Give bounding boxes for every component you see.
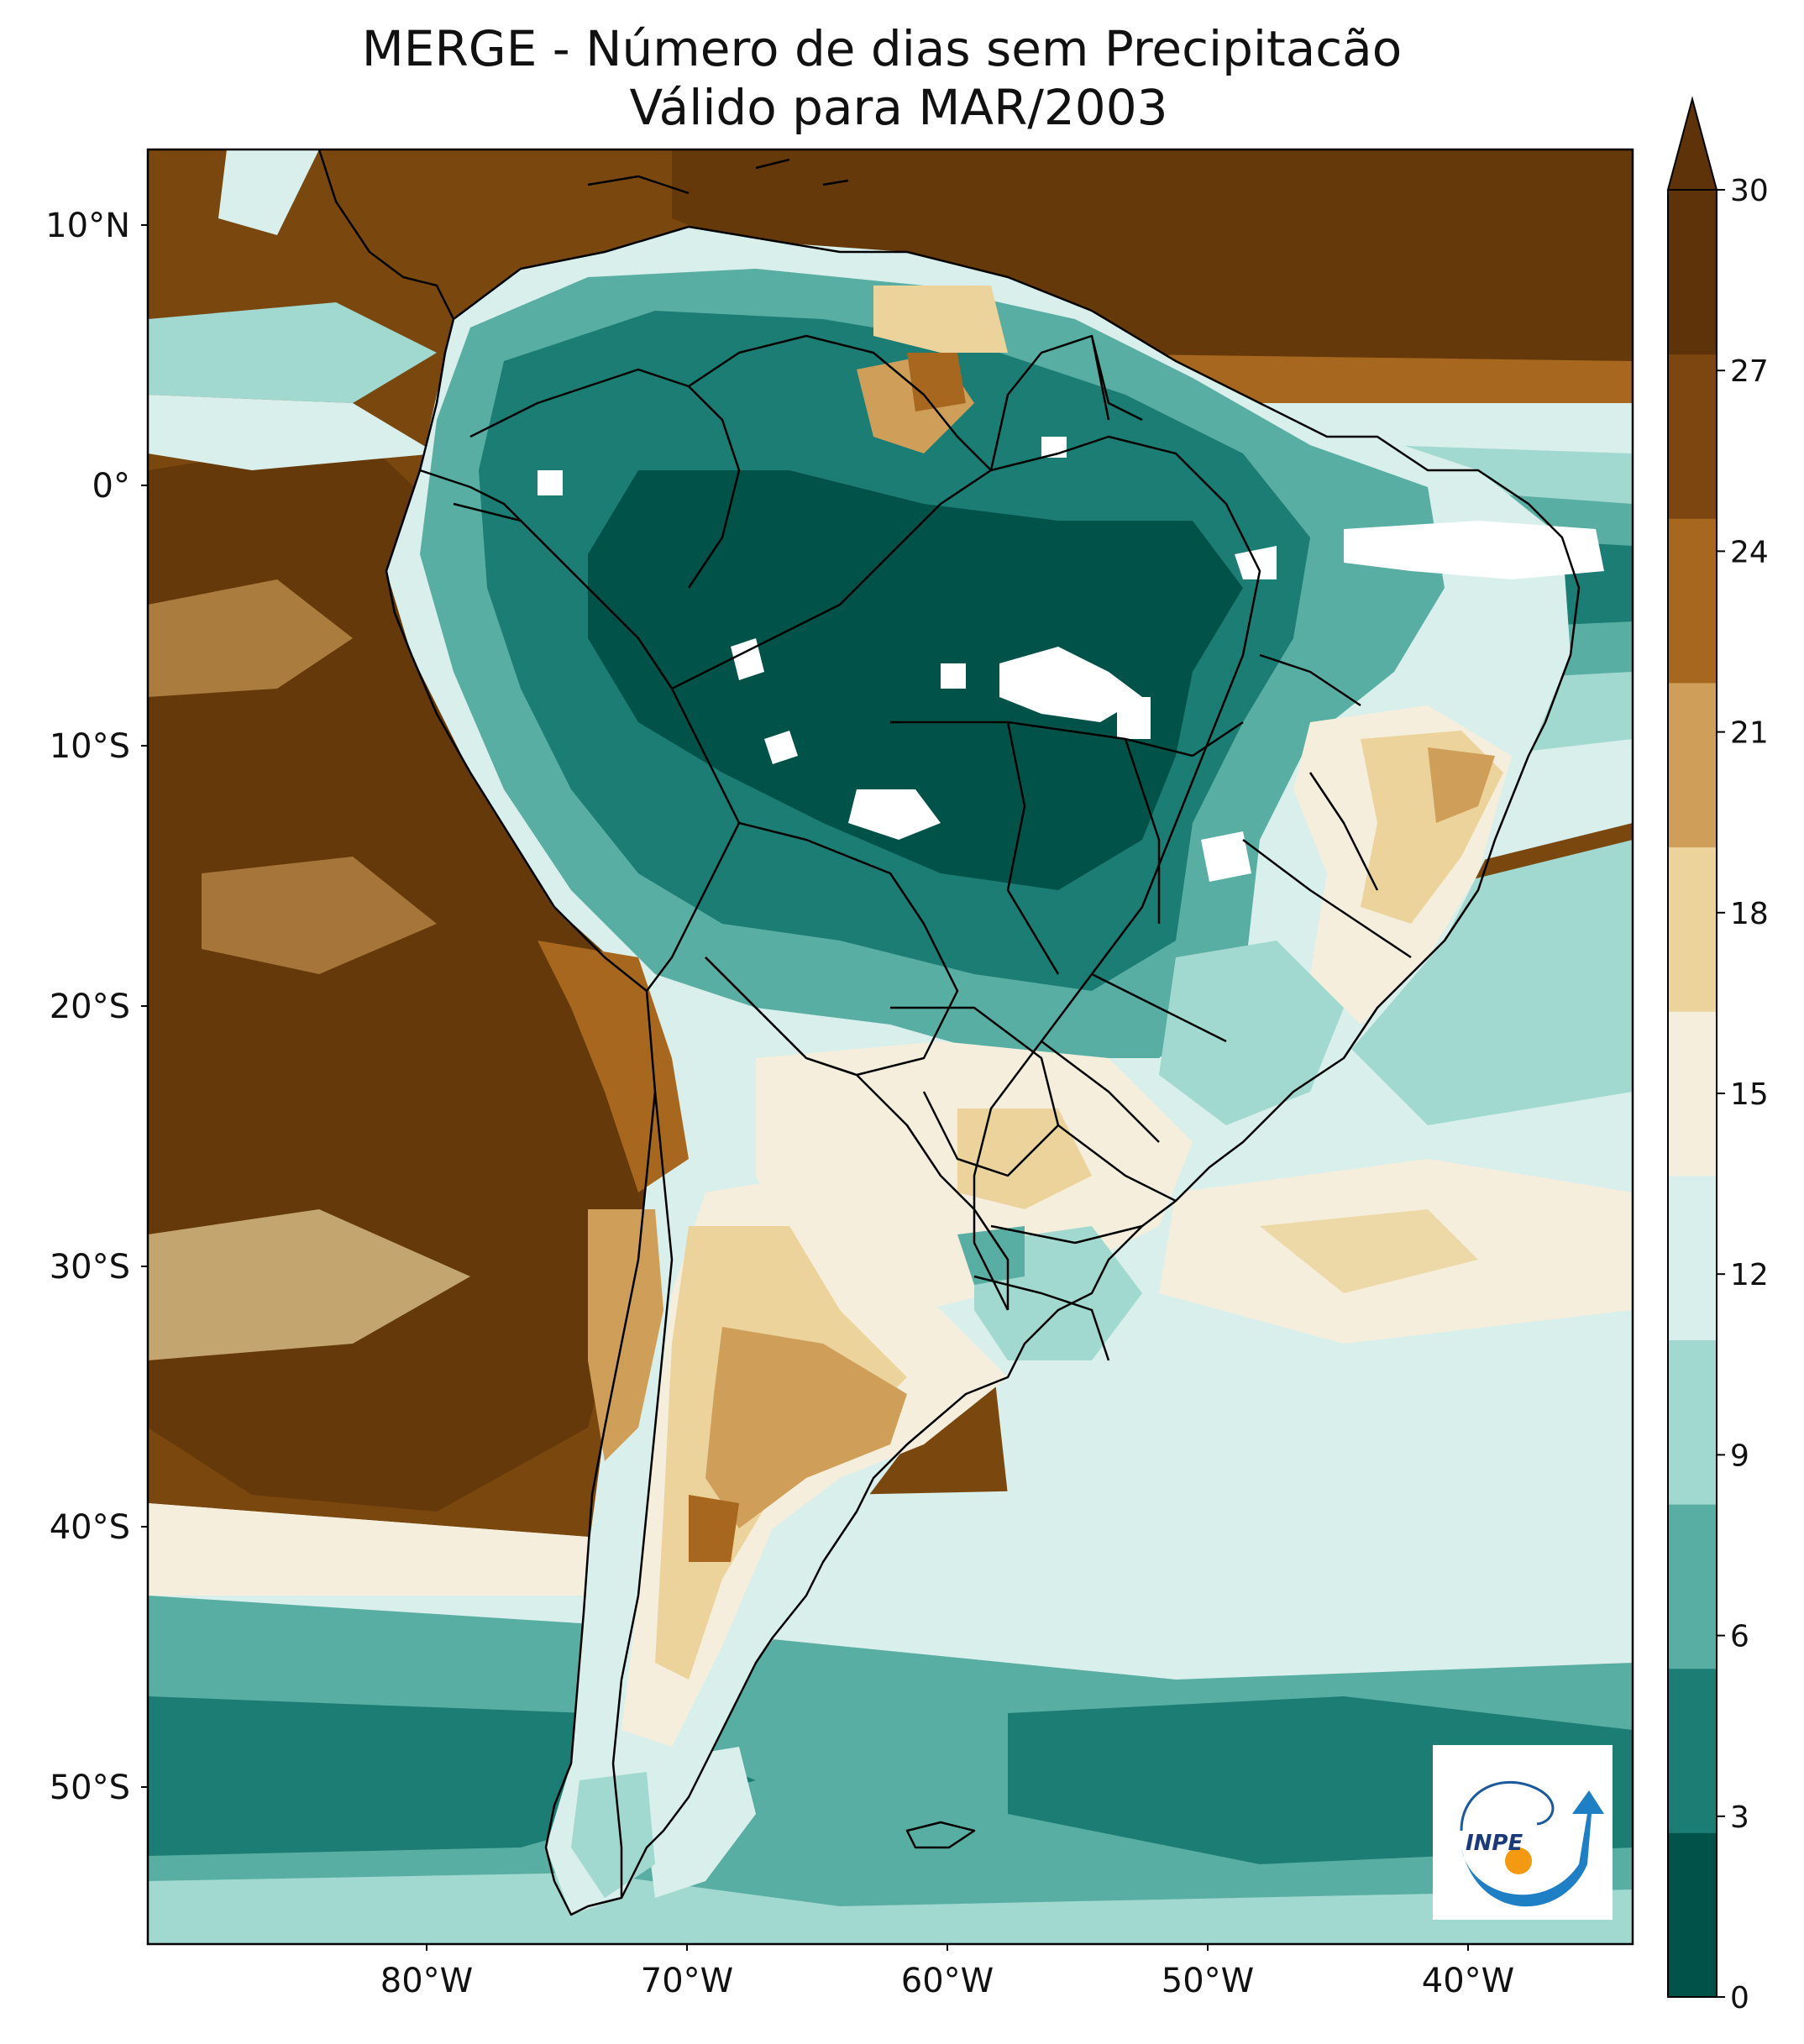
venezuela-brown xyxy=(907,353,966,411)
no-data-patch xyxy=(1117,697,1151,739)
no-data-patch xyxy=(999,647,1142,722)
argentina-dark-patch xyxy=(689,1495,739,1562)
falkland-islands xyxy=(905,1821,976,1849)
venezuela-border xyxy=(688,334,992,471)
venezuela-tan xyxy=(873,286,1008,353)
pacific-itcz-streak xyxy=(148,302,437,403)
colorbar-segment xyxy=(1668,846,1717,1012)
country-borders xyxy=(317,149,1581,1916)
colorbar-tick-label: 24 xyxy=(1730,535,1769,569)
no-data-patch xyxy=(764,731,798,764)
lat-label: 10°S xyxy=(50,727,130,766)
speckle-texture xyxy=(148,149,1633,1944)
colorbar-segment xyxy=(1668,1011,1717,1177)
colorbar-tick-label: 30 xyxy=(1730,174,1769,208)
pacific-streak-1 xyxy=(148,579,353,697)
colorbar-segment xyxy=(1668,190,1717,355)
no-data-patches xyxy=(538,437,1604,882)
longitude-axis: 80°W 70°W 60°W 50°W 40°W xyxy=(380,1944,1514,2000)
lat-label: 20°S xyxy=(50,988,130,1026)
lat-label: 10°N xyxy=(45,207,130,245)
lat-label: 30°S xyxy=(50,1248,130,1287)
argentina-brown xyxy=(705,1327,907,1528)
colorbar-tick-label: 15 xyxy=(1730,1077,1769,1112)
peru-border xyxy=(453,502,741,992)
atlantic-tan-patch xyxy=(1260,1209,1478,1293)
brazil-border xyxy=(671,435,1261,1311)
inpe-logo: INPE xyxy=(1433,1745,1613,1920)
logo-background xyxy=(1433,1745,1613,1920)
colorbar-segment xyxy=(1668,518,1717,684)
logo-arrow-icon xyxy=(1461,1790,1604,1907)
lat-label: 40°S xyxy=(50,1508,130,1547)
colorbar-segment xyxy=(1668,682,1717,848)
lat-label: 50°S xyxy=(50,1769,130,1807)
colorbar-tick-label: 21 xyxy=(1730,716,1769,751)
no-data-patch xyxy=(1344,521,1604,579)
patagonia-light xyxy=(571,1772,655,1898)
no-data-patch xyxy=(731,638,764,680)
colorbar-segment xyxy=(1668,1504,1717,1669)
amazon-very-wet xyxy=(588,470,1243,890)
colorbar: 0 3 6 9 12 15 18 21 24 27 30 xyxy=(1666,96,1769,2015)
no-data-patch xyxy=(941,663,966,689)
lon-label: 80°W xyxy=(380,1962,473,2000)
lon-label: 60°W xyxy=(901,1962,994,2000)
colorbar-segment xyxy=(1668,1339,1717,1505)
south-light-strip xyxy=(148,1873,1633,1944)
colorbar-tick-label: 18 xyxy=(1730,897,1769,931)
logo-sun-icon xyxy=(1505,1847,1532,1874)
colorbar-tick-label: 0 xyxy=(1730,1981,1749,2015)
colorbar-tick-label: 12 xyxy=(1730,1258,1769,1292)
south-cream-band xyxy=(148,1503,638,1596)
map-title-line1: MERGE - Número de dias sem Precipitacão xyxy=(362,20,1402,77)
lon-label: 50°W xyxy=(1162,1962,1254,2000)
pacific-itcz-streak-north xyxy=(218,149,319,235)
colorbar-tick-label: 9 xyxy=(1730,1439,1749,1473)
brazil-states xyxy=(890,653,1412,1245)
colorbar-segment xyxy=(1668,1668,1717,1833)
colorbar-segment xyxy=(1668,1175,1717,1340)
pacific-streak-3 xyxy=(202,857,437,974)
uruguay-border xyxy=(973,1275,1110,1361)
pacific-itcz-streak-pale xyxy=(148,395,437,470)
central-america xyxy=(317,149,455,320)
colorbar-tick-label: 3 xyxy=(1730,1800,1749,1835)
latitude-axis: 10°N 0° 10°S 20°S 30°S 40°S 50°S xyxy=(45,207,148,1807)
map-frame xyxy=(146,148,1634,1946)
caribbean-islands xyxy=(587,158,849,195)
south-america-coastline xyxy=(385,225,1581,1916)
colorbar-tick-label: 6 xyxy=(1730,1620,1749,1654)
argentina-border xyxy=(705,956,1010,1310)
map-title-line2: Válido para MAR/2003 xyxy=(629,79,1167,136)
chile-brown xyxy=(588,1209,663,1461)
no-data-patch xyxy=(1201,831,1251,882)
precipitation-field xyxy=(148,149,1633,1944)
pacific-streak-2 xyxy=(148,1209,470,1360)
guianas-borders xyxy=(989,334,1143,471)
southeast-light xyxy=(1159,941,1344,1125)
chile-argentina-border xyxy=(611,1091,674,1898)
no-data-patch xyxy=(538,470,563,495)
colorbar-segment xyxy=(1668,1832,1717,1998)
colorbar-extend-arrow xyxy=(1666,96,1718,191)
ecuador-border xyxy=(419,469,522,521)
lon-label: 70°W xyxy=(641,1962,733,2000)
northeast-brown xyxy=(1428,747,1495,823)
logo-text: INPE xyxy=(1466,1831,1523,1856)
colorbar-tick-label: 27 xyxy=(1730,354,1769,389)
no-data-patch xyxy=(848,789,941,840)
patagonia-pale xyxy=(638,1747,756,1898)
lat-label: 0° xyxy=(92,467,130,506)
colorbar-segment xyxy=(1668,354,1717,519)
logo-orbit-icon xyxy=(1460,1780,1555,1832)
lon-label: 40°W xyxy=(1422,1962,1514,2000)
